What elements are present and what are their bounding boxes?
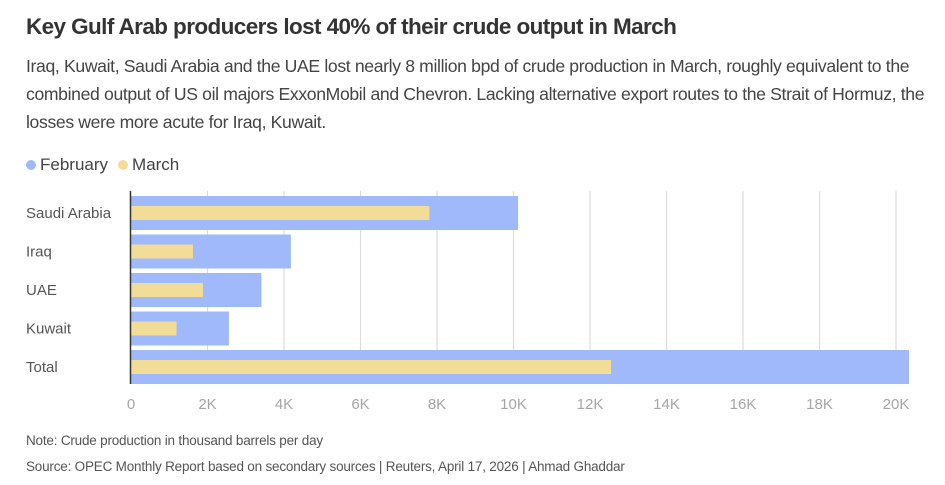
- bar-march: [131, 206, 430, 220]
- x-tick-label: 18K: [806, 396, 833, 413]
- category-label: Iraq: [26, 244, 52, 261]
- legend-swatch-march: [118, 160, 129, 170]
- x-tick-label: 6K: [351, 396, 369, 413]
- category-label: Kuwait: [26, 321, 72, 338]
- chart-note: Note: Crude production in thousand barre…: [26, 433, 323, 448]
- legend-swatch-february: [26, 160, 36, 170]
- legend-label-february: February: [40, 155, 109, 174]
- x-tick-label: 20K: [883, 396, 910, 413]
- bar-march: [131, 283, 203, 297]
- x-tick-label: 0: [127, 396, 135, 413]
- chart-subtitle: Iraq, Kuwait, Saudi Arabia and the UAE l…: [26, 56, 925, 132]
- legend-label-march: March: [132, 155, 180, 174]
- category-label: Saudi Arabia: [26, 205, 112, 222]
- chart-title: Key Gulf Arab producers lost 40% of thei…: [26, 14, 677, 39]
- x-tick-label: 14K: [653, 396, 680, 413]
- legend: February March: [26, 155, 189, 175]
- category-label: Total: [26, 359, 58, 376]
- bar-march: [131, 360, 612, 374]
- chart-source: Source: OPEC Monthly Report based on sec…: [26, 459, 625, 474]
- x-tick-label: 12K: [577, 396, 604, 413]
- x-tick-label: 16K: [730, 396, 757, 413]
- category-label: UAE: [26, 282, 57, 299]
- x-tick-label: 2K: [198, 396, 216, 413]
- bar-march: [131, 244, 193, 259]
- x-tick-label: 10K: [500, 396, 527, 413]
- x-tick-label: 8K: [428, 396, 446, 413]
- legend-item-march: March: [118, 155, 179, 175]
- bar-march: [131, 321, 177, 336]
- legend-item-february: February: [26, 155, 108, 175]
- x-tick-label: 4K: [275, 396, 293, 413]
